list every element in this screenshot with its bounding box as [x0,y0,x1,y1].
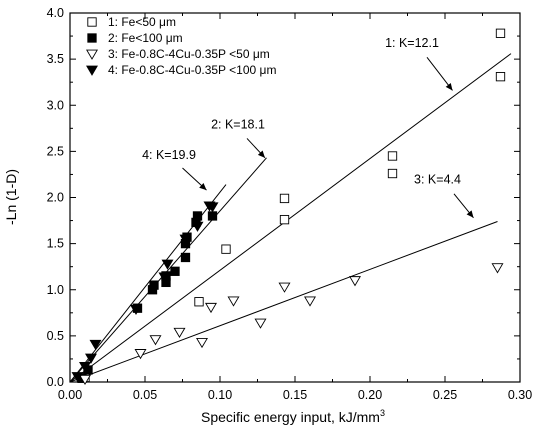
y-tick-label: 0.5 [47,329,64,343]
data-point [170,266,180,276]
data-point [173,327,186,339]
fit-annotation: 4: K=19.9 [142,148,196,162]
data-point [194,297,204,307]
y-tick-label: 1.5 [47,237,64,251]
legend-marker [87,33,97,43]
data-point [227,296,240,307]
data-point [179,234,192,245]
x-tick-label: 0.00 [58,388,82,402]
data-point [206,202,219,213]
legend-label: 3: Fe-0.8C-4Cu-0.35P <50 μm [108,47,270,61]
y-tick-label: 4.0 [47,6,64,20]
annotation-arrowhead [199,183,207,191]
legend-marker [86,65,98,76]
data-point [254,318,267,329]
annotations: 1: K=12.1 2: K=18.1 3: K=4.4 4: K=19.9 [142,36,474,219]
y-tick-label: 2.0 [47,191,64,205]
data-point [279,214,290,225]
data-point [387,168,398,179]
legend-label: 4: Fe-0.8C-4Cu-0.35P <100 μm [108,63,276,77]
data-point [278,282,291,293]
data-points [71,28,506,386]
data-point [495,28,506,38]
fit-line [69,157,267,383]
data-point [279,193,290,204]
data-point [79,361,91,373]
data-point [221,244,231,254]
legend: 1: Fe<50 μm 2: Fe<100 μm 3: Fe-0.8C-4Cu-0.… [86,15,276,77]
data-point [130,304,142,315]
data-point [192,211,203,221]
fit-annotation: 2: K=18.1 [211,117,265,131]
y-tick-label: 0.0 [47,375,64,389]
data-point [161,259,174,270]
fit-line [69,221,498,383]
data-point [495,72,506,82]
data-point [134,349,147,360]
data-point [349,276,361,287]
fit-annotation: 3: K=4.4 [414,173,461,187]
annotation-arrowhead [257,150,265,158]
y-tick-label: 1.0 [47,283,64,297]
x-tick-label: 0.30 [508,388,532,402]
x-tick-label: 0.10 [208,388,232,402]
data-point [207,211,218,221]
ticks: 0.00 0.05 0.10 0.15 0.20 0.25 0.30 0.0 0.5 1.0 1.5… [47,6,533,402]
legend-marker [86,49,98,60]
data-point [205,302,217,314]
data-point [196,337,208,349]
annotation-arrowhead [466,210,474,218]
fit-line [69,53,512,383]
annotation-arrowhead [445,82,453,91]
x-tick-label: 0.05 [133,388,157,402]
y-tick-label: 3.5 [47,52,64,66]
data-point [149,280,159,290]
data-point [180,252,191,263]
data-point [89,339,102,351]
y-axis-label: -Ln (1-D) [3,169,19,225]
legend-marker [87,17,97,27]
x-tick-label: 0.25 [433,388,457,402]
legend-label: 2: Fe<100 μm [108,31,183,45]
x-tick-label: 0.15 [283,388,307,402]
y-tick-label: 2.5 [47,144,64,158]
fit-annotation: 1: K=12.1 [385,36,439,50]
data-point [85,353,97,364]
data-point [79,374,91,386]
x-tick-label: 0.20 [358,388,382,402]
x-axis-label: Specific energy input, kJ/mm3 [201,408,385,425]
data-point [191,221,204,232]
fit-lines [69,53,512,383]
data-point [71,372,84,383]
data-point [149,335,162,346]
data-point [158,272,171,283]
y-tick-label: 3.0 [47,98,64,112]
legend-label: 1: Fe<50 μm [108,15,176,29]
data-point [387,151,398,161]
data-point [491,263,504,274]
data-point [304,296,316,307]
